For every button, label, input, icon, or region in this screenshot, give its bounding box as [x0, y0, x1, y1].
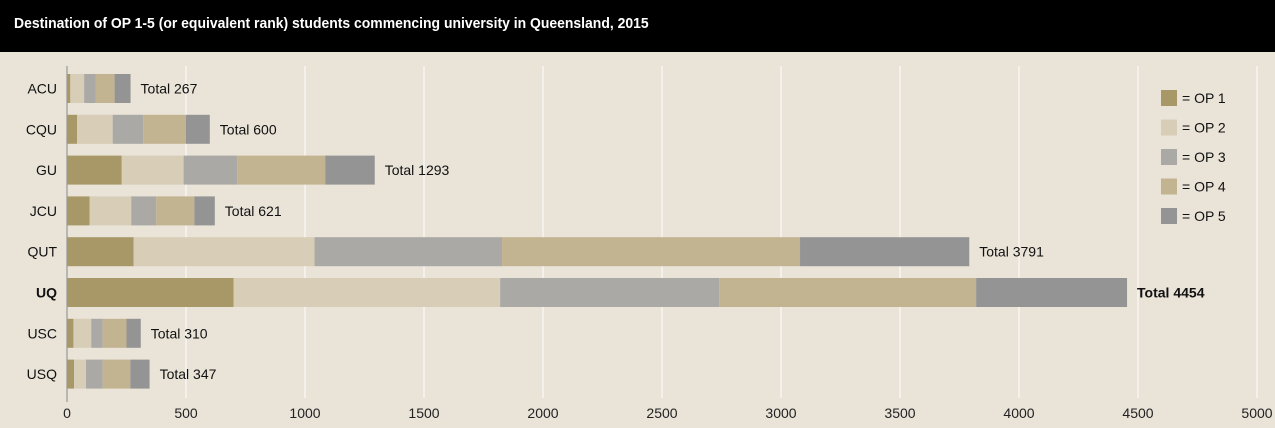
bar-jcu-op4 — [156, 196, 195, 226]
x-tick-label-4500: 4500 — [1122, 405, 1153, 421]
category-label-usc: USC — [27, 325, 57, 341]
x-tick-label-0: 0 — [63, 405, 71, 421]
bar-cqu-op5 — [186, 114, 210, 144]
bar-acu-op3 — [84, 74, 96, 103]
legend-swatch-op5 — [1161, 208, 1177, 224]
category-label-cqu: CQU — [26, 121, 57, 137]
x-tick-label-1500: 1500 — [408, 405, 439, 421]
total-label-gu: Total 1293 — [385, 162, 450, 178]
total-label-uq: Total 4454 — [1137, 285, 1205, 301]
bar-acu-op5 — [114, 74, 131, 103]
total-label-cqu: Total 600 — [220, 121, 277, 137]
bar-gu-op3 — [183, 155, 238, 185]
bar-usc-op4 — [102, 318, 127, 348]
bar-acu-op4 — [95, 74, 115, 103]
bar-jcu-op1 — [67, 196, 90, 226]
total-label-acu: Total 267 — [141, 81, 198, 97]
bar-jcu-op3 — [131, 196, 157, 226]
legend-swatch-op1 — [1161, 90, 1177, 106]
category-label-acu: ACU — [27, 81, 57, 97]
legend-label-op1: = OP 1 — [1182, 90, 1226, 106]
bar-acu-op1 — [67, 74, 71, 103]
bar-qut-op4 — [502, 237, 801, 267]
bar-gu-op5 — [325, 155, 375, 185]
bar-usc-op1 — [67, 318, 74, 348]
bar-uq-op5 — [976, 278, 1128, 307]
bar-qut-op2 — [133, 237, 315, 267]
legend-swatch-op4 — [1161, 178, 1177, 195]
legend-swatch-op2 — [1161, 119, 1177, 136]
category-label-uq: UQ — [36, 285, 57, 301]
bar-usc-op2 — [73, 318, 92, 348]
category-label-jcu: JCU — [30, 203, 57, 219]
bar-usq-op5 — [130, 359, 150, 389]
x-tick-label-5000: 5000 — [1241, 405, 1272, 421]
total-label-jcu: Total 621 — [225, 203, 282, 219]
bar-jcu-op2 — [89, 196, 132, 226]
chart-title: Destination of OP 1-5 (or equivalent ran… — [14, 15, 649, 32]
legend-swatch-op3 — [1161, 149, 1177, 165]
category-label-qut: QUT — [27, 244, 57, 260]
bar-usq-op1 — [67, 359, 75, 389]
x-tick-label-4000: 4000 — [1003, 405, 1034, 421]
bar-uq-op3 — [500, 278, 720, 307]
bars — [67, 74, 1128, 389]
x-tick-label-500: 500 — [174, 405, 198, 421]
total-label-usq: Total 347 — [160, 366, 217, 382]
legend: = OP 1 = OP 2 = OP 3 = OP 4 = OP 5 — [1161, 90, 1226, 224]
x-tick-label-3000: 3000 — [765, 405, 796, 421]
category-label-usq: USQ — [27, 366, 57, 382]
x-tick-label-1000: 1000 — [289, 405, 320, 421]
bar-uq-op2 — [233, 278, 501, 307]
bar-uq-op1 — [67, 278, 234, 307]
bar-usq-op3 — [86, 359, 103, 389]
bar-jcu-op5 — [194, 196, 215, 226]
bar-usc-op3 — [91, 318, 103, 348]
x-tick-label-2000: 2000 — [527, 405, 558, 421]
title-bar: Destination of OP 1-5 (or equivalent ran… — [0, 0, 1275, 52]
legend-label-op2: = OP 2 — [1182, 120, 1226, 136]
labels: 0 500 1000 1500 2000 2500 3000 3500 4000 4500 5000… — [26, 81, 1273, 422]
bar-gu-op2 — [121, 155, 184, 185]
legend-label-op3: = OP 3 — [1182, 149, 1226, 165]
bar-qut-op1 — [67, 237, 134, 267]
bar-acu-op2 — [70, 74, 85, 103]
bar-qut-op5 — [800, 237, 970, 267]
bar-cqu-op3 — [112, 114, 144, 144]
legend-label-op4: = OP 4 — [1182, 179, 1226, 195]
bar-uq-op4 — [719, 278, 977, 307]
gridlines — [66, 66, 1258, 402]
x-tick-label-2500: 2500 — [646, 405, 677, 421]
total-label-usc: Total 310 — [151, 325, 208, 341]
category-label-gu: GU — [36, 162, 57, 178]
legend-label-op5: = OP 5 — [1182, 208, 1226, 224]
bar-usq-op2 — [74, 359, 87, 389]
bar-gu-op4 — [237, 155, 326, 185]
bar-usq-op4 — [102, 359, 131, 389]
x-tick-label-3500: 3500 — [884, 405, 915, 421]
bar-cqu-op1 — [67, 114, 77, 144]
bar-qut-op3 — [314, 237, 503, 267]
bar-cqu-op2 — [76, 114, 113, 144]
total-label-qut: Total 3791 — [979, 244, 1044, 260]
bar-usc-op5 — [126, 318, 141, 348]
bar-gu-op1 — [67, 155, 122, 185]
bar-cqu-op4 — [143, 114, 186, 144]
